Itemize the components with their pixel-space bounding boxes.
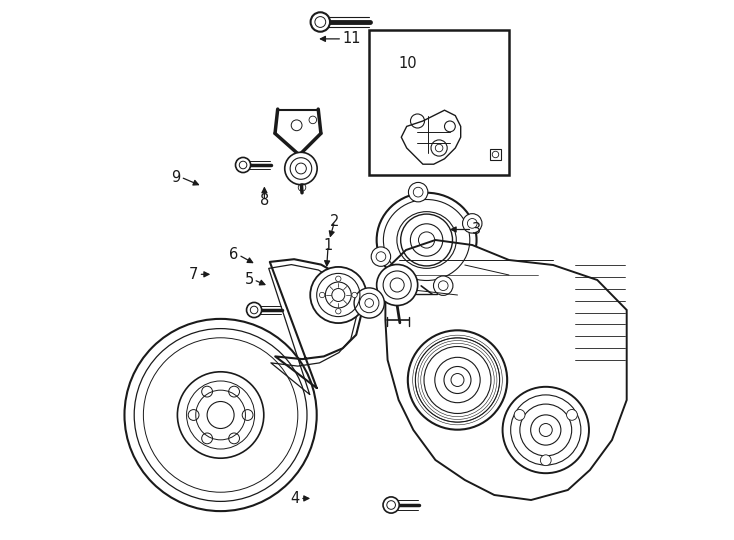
Text: 11: 11 xyxy=(342,31,360,46)
Bar xyxy=(490,149,501,160)
Text: 1: 1 xyxy=(324,238,333,253)
Circle shape xyxy=(408,183,428,202)
Text: 9: 9 xyxy=(172,170,181,185)
Circle shape xyxy=(503,387,589,473)
Circle shape xyxy=(335,276,341,281)
Circle shape xyxy=(515,409,525,420)
Ellipse shape xyxy=(377,193,476,287)
Circle shape xyxy=(310,12,330,32)
Text: 2: 2 xyxy=(330,214,339,229)
Polygon shape xyxy=(401,110,461,164)
Circle shape xyxy=(125,319,316,511)
Circle shape xyxy=(354,288,385,318)
Circle shape xyxy=(236,158,250,173)
Circle shape xyxy=(462,214,482,233)
Circle shape xyxy=(408,330,507,430)
Circle shape xyxy=(383,497,399,513)
Text: 10: 10 xyxy=(399,56,417,71)
Text: 3: 3 xyxy=(472,222,482,237)
Circle shape xyxy=(247,302,261,318)
Text: 7: 7 xyxy=(189,267,198,282)
Text: 6: 6 xyxy=(229,247,239,262)
Circle shape xyxy=(371,247,390,266)
Circle shape xyxy=(567,409,578,420)
Circle shape xyxy=(285,152,317,185)
Circle shape xyxy=(310,267,366,323)
Circle shape xyxy=(540,455,551,465)
Polygon shape xyxy=(385,240,627,500)
Circle shape xyxy=(352,292,357,298)
Text: 4: 4 xyxy=(291,491,300,506)
Circle shape xyxy=(377,265,418,306)
Circle shape xyxy=(335,308,341,314)
Text: 8: 8 xyxy=(260,193,269,208)
Text: 5: 5 xyxy=(244,272,254,287)
Circle shape xyxy=(434,276,453,295)
Circle shape xyxy=(319,292,325,298)
Bar xyxy=(369,30,509,175)
